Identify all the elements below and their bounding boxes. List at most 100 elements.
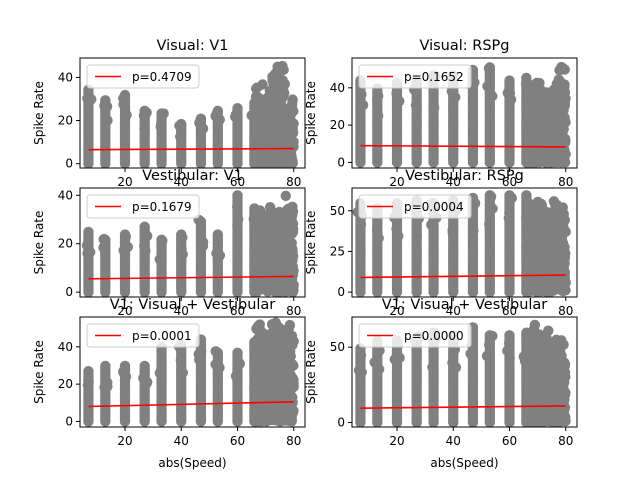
data-point: [288, 118, 299, 130]
data-point: [252, 260, 263, 271]
data-point: [210, 346, 221, 357]
data-point: [282, 406, 293, 418]
data-point: [98, 234, 109, 245]
data-point: [504, 207, 515, 218]
legend-box: [358, 194, 472, 219]
data-point: [356, 367, 367, 378]
axes-frame: [351, 187, 578, 298]
scatter-points: [82, 317, 299, 427]
x-tick-label: 40: [446, 434, 461, 448]
data-point: [118, 99, 129, 110]
data-point: [253, 97, 264, 109]
data-point: [157, 235, 168, 247]
data-point: [540, 88, 552, 100]
data-point: [410, 100, 422, 111]
data-point: [100, 360, 111, 372]
y-tick-label: 20: [330, 118, 345, 132]
x-tick-label: 20: [117, 175, 132, 189]
scatter-points: [81, 190, 299, 297]
data-point: [286, 108, 297, 119]
data-point: [548, 275, 559, 286]
data-point: [156, 253, 167, 264]
data-point: [138, 372, 149, 384]
data-point: [267, 71, 278, 83]
data-point: [521, 331, 532, 343]
data-point: [551, 199, 563, 211]
data-point: [232, 347, 243, 358]
data-point: [266, 216, 277, 227]
y-tick-label: 40: [58, 70, 73, 84]
data-point: [139, 360, 150, 372]
data-point: [556, 94, 568, 106]
data-point: [528, 373, 539, 384]
data-point: [528, 252, 540, 263]
data-point: [525, 93, 536, 104]
x-axis-label: abs(Speed): [430, 456, 498, 470]
data-point: [260, 376, 271, 388]
legend-label: p=0.0001: [132, 329, 192, 343]
data-point: [550, 85, 561, 97]
data-point: [280, 190, 291, 202]
data-point: [485, 191, 497, 202]
subplot-title: Vestibular: RSPg: [405, 168, 524, 184]
data-point: [282, 330, 293, 341]
data-point: [158, 108, 169, 119]
axes-frame: [79, 187, 306, 298]
x-tick-label: 60: [230, 175, 245, 189]
y-tick-label: 50: [330, 204, 345, 218]
data-point: [176, 244, 187, 255]
data-point: [524, 222, 535, 233]
data-point: [530, 328, 542, 339]
scatter-points: [82, 60, 299, 168]
fit-line: [360, 405, 566, 409]
data-point: [264, 85, 276, 97]
y-tick-label: 40: [330, 81, 345, 95]
data-point: [212, 229, 224, 240]
data-point: [557, 386, 569, 398]
data-point: [214, 362, 225, 373]
data-point: [250, 274, 262, 285]
fit-line: [88, 147, 294, 151]
data-point: [139, 123, 150, 135]
y-axis-label: Spike Rate: [304, 211, 318, 275]
data-point: [265, 94, 276, 106]
data-point: [369, 357, 380, 368]
data-point: [268, 258, 279, 269]
data-point: [285, 369, 296, 380]
fit-line: [360, 144, 566, 148]
data-point: [355, 219, 367, 230]
legend-label: p=0.0004: [404, 200, 464, 214]
data-point: [257, 245, 268, 257]
data-point: [530, 130, 541, 141]
data-point: [487, 330, 498, 342]
data-point: [355, 350, 367, 361]
data-point: [258, 119, 269, 130]
data-point: [177, 367, 189, 378]
data-point: [467, 351, 479, 363]
data-point: [266, 208, 277, 219]
data-point: [450, 362, 462, 373]
y-axis-label: Spike Rate: [32, 340, 46, 404]
data-point: [118, 366, 129, 377]
data-point: [278, 142, 290, 153]
x-tick-label: 20: [389, 304, 404, 318]
data-point: [525, 405, 536, 416]
data-point: [232, 220, 243, 232]
legend-label: p=0.1652: [404, 70, 464, 84]
data-point: [266, 282, 277, 293]
data-point: [468, 225, 479, 237]
data-point: [118, 245, 129, 256]
y-axis-label: Spike Rate: [32, 211, 46, 275]
x-tick-label: 80: [558, 175, 573, 189]
data-point: [285, 210, 296, 221]
data-point: [251, 409, 263, 421]
data-point: [556, 406, 568, 417]
data-point: [539, 331, 550, 342]
data-point: [139, 221, 150, 232]
data-point: [554, 65, 565, 76]
x-tick-label: 60: [230, 304, 245, 318]
legend-label: p=0.1679: [132, 200, 192, 214]
